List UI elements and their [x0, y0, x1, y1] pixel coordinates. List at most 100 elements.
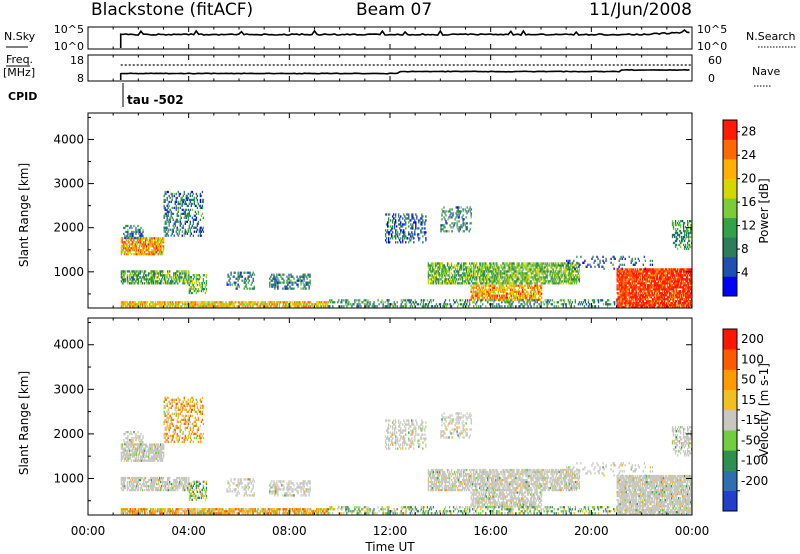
power-cell [176, 212, 178, 215]
power-cell [498, 266, 500, 269]
power-cell [517, 294, 520, 297]
power-cell [405, 221, 407, 224]
power-cell [656, 306, 659, 308]
power-cell [229, 281, 231, 284]
power-cell [512, 301, 514, 304]
power-cell [645, 296, 647, 299]
power-cell [448, 299, 451, 302]
power-cell [172, 280, 174, 283]
power-cell [643, 302, 645, 305]
power-cell [491, 280, 493, 283]
power-cell [659, 268, 662, 271]
power-cell [137, 303, 140, 306]
power-cell [189, 194, 191, 198]
power-cell [620, 296, 622, 299]
power-cell [286, 279, 288, 282]
power-cell [530, 284, 533, 287]
power-cell [460, 206, 462, 209]
power-cell [475, 294, 477, 297]
power-cell [456, 270, 459, 273]
power-cell [457, 210, 459, 213]
power-cell [227, 303, 229, 306]
power-cell [301, 301, 304, 304]
power-cell [126, 234, 128, 238]
power-cell [128, 245, 131, 248]
power-cell [167, 270, 169, 273]
power-cell [658, 278, 661, 281]
power-cell [565, 276, 567, 279]
power-cell [462, 262, 465, 265]
power-cell [122, 276, 125, 279]
power-cell [534, 294, 537, 297]
power-cell [469, 270, 471, 273]
power-cell [137, 253, 140, 256]
power-cell [469, 268, 471, 271]
power-cell [491, 278, 493, 281]
power-cell [511, 292, 514, 295]
power-cell [305, 281, 307, 284]
power-cell [537, 296, 540, 299]
power-cell [388, 233, 391, 236]
power-cell [184, 202, 186, 206]
power-cell [553, 305, 555, 308]
power-cell [661, 306, 664, 308]
power-cell [486, 270, 488, 273]
power-cell [256, 301, 258, 304]
power-cell [668, 292, 671, 295]
power-cell [441, 212, 443, 215]
power-cell [618, 302, 620, 305]
power-cell [474, 266, 476, 269]
power-cell [523, 280, 525, 283]
power-cell [400, 229, 402, 232]
power-cell [140, 301, 143, 304]
power-cell [664, 272, 667, 275]
power-cell [441, 264, 444, 267]
power-cell [571, 272, 574, 275]
power-cell [482, 303, 484, 306]
power-cell [390, 219, 392, 222]
power-cell [160, 301, 163, 304]
power-cell [491, 303, 493, 306]
power-cell [140, 239, 143, 242]
power-cell [543, 280, 545, 283]
power-cell [555, 280, 557, 283]
power-cell [329, 299, 331, 302]
power-cell [560, 303, 562, 306]
power-cell [126, 282, 129, 285]
power-cell [599, 299, 602, 302]
power-cell [515, 268, 517, 271]
power-cell [421, 305, 424, 308]
power-cell [521, 286, 524, 289]
power-cell [154, 247, 157, 250]
power-cell [252, 301, 254, 304]
power-cell [447, 280, 450, 283]
power-cell [655, 282, 658, 285]
power-cell [442, 266, 445, 269]
power-cell [188, 274, 190, 277]
power-cell [492, 278, 494, 281]
power-cell [181, 230, 183, 233]
power-cell [404, 233, 406, 236]
power-cell [236, 277, 238, 280]
power-cell [655, 270, 658, 273]
power-cell [645, 288, 647, 291]
power-cell [626, 268, 628, 271]
power-cell [481, 294, 483, 297]
power-cell [627, 302, 629, 305]
power-cell [185, 274, 187, 277]
power-cell [189, 214, 191, 217]
power-cell [319, 301, 321, 304]
power-cell [539, 292, 542, 295]
power-cell [536, 280, 538, 283]
power-cell [423, 231, 425, 234]
power-cell [154, 303, 157, 306]
power-cell [480, 264, 482, 267]
power-cell [124, 247, 127, 250]
power-cell [545, 276, 547, 279]
power-cell [526, 266, 528, 269]
power-cell [629, 294, 631, 297]
power-cell [521, 278, 523, 281]
power-cell [201, 190, 204, 194]
power-cell [181, 276, 183, 279]
power-cell [432, 264, 435, 267]
